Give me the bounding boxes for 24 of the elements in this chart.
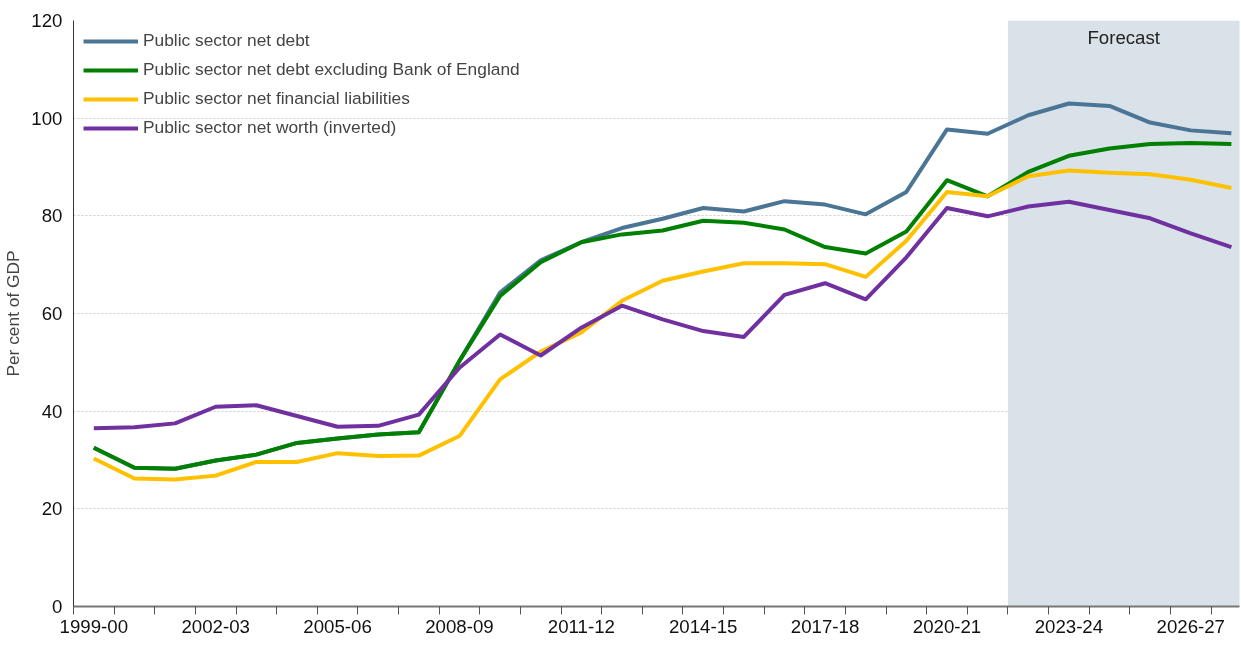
y-tick-label: 0 — [52, 596, 63, 617]
legend-label: Public sector net debt excluding Bank of England — [143, 59, 520, 80]
legend-label: Public sector net debt — [143, 30, 310, 51]
y-tick-label: 120 — [31, 10, 63, 31]
x-tick-label: 2011-12 — [547, 615, 615, 637]
line-series — [91, 199, 1234, 431]
y-tick-label: 20 — [41, 498, 63, 520]
x-tick-label: 1999-00 — [59, 615, 129, 637]
y-axis-title: Per cent of GDP — [3, 250, 24, 377]
x-tick-label: 2026-27 — [1156, 615, 1225, 637]
x-tick-label: 2023-24 — [1034, 615, 1104, 637]
x-tick-label: 2017-18 — [790, 615, 860, 637]
y-tick-label: 60 — [41, 303, 63, 324]
annotation: Forecast — [1087, 26, 1161, 48]
legend-label: Public sector net financial liabilities — [143, 88, 410, 109]
x-tick-label: 2014-15 — [668, 615, 738, 637]
x-tick-label: 2020-21 — [912, 615, 982, 637]
x-tick-label: 2008-09 — [425, 615, 494, 637]
x-tick-label: 2005-06 — [303, 615, 372, 637]
y-tick-label: 40 — [41, 400, 63, 422]
legend-label: Public sector net worth (inverted) — [143, 117, 397, 138]
y-tick-label: 100 — [31, 107, 63, 129]
x-tick-label: 2002-03 — [181, 615, 250, 637]
y-tick-label: 80 — [41, 205, 63, 227]
